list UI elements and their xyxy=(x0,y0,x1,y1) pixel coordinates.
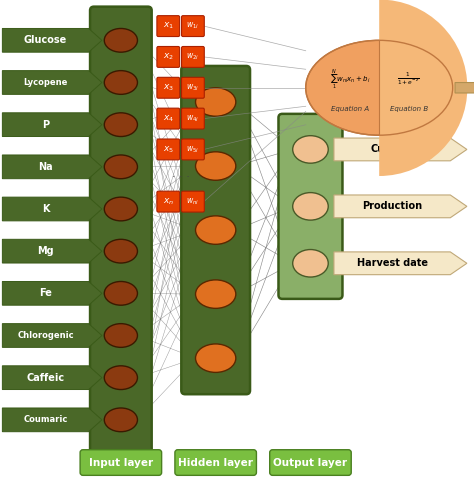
Ellipse shape xyxy=(293,192,328,220)
Text: $x_3$: $x_3$ xyxy=(163,82,174,93)
Ellipse shape xyxy=(104,324,137,347)
Text: $w_{ni}$: $w_{ni}$ xyxy=(186,196,200,207)
FancyArrow shape xyxy=(2,197,102,221)
FancyBboxPatch shape xyxy=(181,66,250,394)
FancyBboxPatch shape xyxy=(279,114,342,299)
FancyArrow shape xyxy=(2,113,102,136)
FancyArrow shape xyxy=(2,239,102,263)
Text: $w_{5i}$: $w_{5i}$ xyxy=(186,144,200,155)
Text: Equation B: Equation B xyxy=(390,106,428,112)
FancyArrow shape xyxy=(2,281,102,305)
Text: Mg: Mg xyxy=(37,246,54,256)
FancyBboxPatch shape xyxy=(270,450,351,475)
Text: Production: Production xyxy=(362,201,422,211)
Text: Glucose: Glucose xyxy=(24,35,67,45)
Ellipse shape xyxy=(195,344,236,372)
Text: $\sum_{1}^{N} w_{ni}x_n + b_i$: $\sum_{1}^{N} w_{ni}x_n + b_i$ xyxy=(329,67,370,91)
Ellipse shape xyxy=(306,40,453,135)
FancyBboxPatch shape xyxy=(182,108,204,129)
Text: Equation A: Equation A xyxy=(331,106,369,112)
Text: Hidden layer: Hidden layer xyxy=(178,458,253,467)
FancyBboxPatch shape xyxy=(175,450,256,475)
Text: $x_1$: $x_1$ xyxy=(163,21,174,31)
FancyBboxPatch shape xyxy=(80,450,162,475)
Text: Caffeic: Caffeic xyxy=(27,373,64,382)
FancyArrow shape xyxy=(2,324,102,347)
FancyBboxPatch shape xyxy=(157,16,180,36)
FancyBboxPatch shape xyxy=(157,191,180,212)
Ellipse shape xyxy=(104,197,137,221)
FancyBboxPatch shape xyxy=(182,139,204,160)
Text: . . .: . . . xyxy=(172,169,190,179)
FancyArrow shape xyxy=(2,408,102,432)
Text: $x_n$: $x_n$ xyxy=(163,196,174,207)
Ellipse shape xyxy=(104,113,137,136)
Ellipse shape xyxy=(293,136,328,163)
Ellipse shape xyxy=(104,71,137,94)
FancyArrow shape xyxy=(2,155,102,179)
Text: Input layer: Input layer xyxy=(89,458,153,467)
Text: $x_2$: $x_2$ xyxy=(163,52,174,62)
Ellipse shape xyxy=(104,366,137,389)
Text: Na: Na xyxy=(38,162,53,172)
FancyArrow shape xyxy=(334,252,467,274)
Ellipse shape xyxy=(104,408,137,432)
Ellipse shape xyxy=(104,281,137,305)
FancyArrow shape xyxy=(334,195,467,218)
Text: Lycopene: Lycopene xyxy=(23,78,68,87)
FancyArrow shape xyxy=(2,28,102,52)
Text: Coumaric: Coumaric xyxy=(23,415,68,424)
FancyArrow shape xyxy=(334,138,467,161)
Ellipse shape xyxy=(195,280,236,308)
Text: Cultivar: Cultivar xyxy=(370,144,414,155)
Text: Harvest date: Harvest date xyxy=(356,258,428,268)
Ellipse shape xyxy=(195,152,236,180)
Text: $w_{1i}$: $w_{1i}$ xyxy=(186,21,200,31)
FancyBboxPatch shape xyxy=(90,7,152,454)
Text: P: P xyxy=(42,120,49,130)
Ellipse shape xyxy=(293,249,328,277)
Ellipse shape xyxy=(195,216,236,245)
FancyArrow shape xyxy=(2,71,102,94)
Wedge shape xyxy=(379,0,467,176)
FancyBboxPatch shape xyxy=(157,77,180,98)
FancyBboxPatch shape xyxy=(157,108,180,129)
Ellipse shape xyxy=(104,239,137,263)
Text: K: K xyxy=(42,204,49,214)
Text: $w_{4i}$: $w_{4i}$ xyxy=(186,113,200,124)
FancyBboxPatch shape xyxy=(157,47,180,67)
FancyBboxPatch shape xyxy=(182,16,204,36)
FancyArrow shape xyxy=(2,366,102,389)
Text: $x_5$: $x_5$ xyxy=(163,144,174,155)
FancyArrow shape xyxy=(455,81,474,95)
Text: $\frac{1}{1+e^{-z}}$: $\frac{1}{1+e^{-z}}$ xyxy=(397,71,420,87)
Text: Output layer: Output layer xyxy=(273,458,347,467)
Text: Fe: Fe xyxy=(39,288,52,299)
FancyBboxPatch shape xyxy=(182,47,204,67)
Ellipse shape xyxy=(195,88,236,116)
FancyBboxPatch shape xyxy=(182,77,204,98)
FancyBboxPatch shape xyxy=(157,139,180,160)
Text: $w_{3i}$: $w_{3i}$ xyxy=(186,82,200,93)
FancyBboxPatch shape xyxy=(182,191,204,212)
Text: Chlorogenic: Chlorogenic xyxy=(17,331,74,340)
Ellipse shape xyxy=(104,155,137,179)
Text: $w_{2i}$: $w_{2i}$ xyxy=(186,52,200,62)
Text: $x_4$: $x_4$ xyxy=(163,113,174,124)
Ellipse shape xyxy=(104,28,137,52)
